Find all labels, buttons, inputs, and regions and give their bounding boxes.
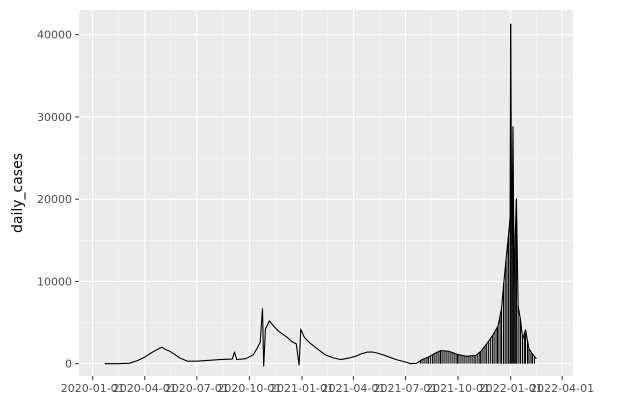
x-tick-label: 2020-01-01: [61, 382, 125, 395]
x-tick-label: 2021-10-01: [426, 382, 490, 395]
y-tick-label: 30000: [37, 111, 72, 124]
y-axis-title: daily_cases: [10, 153, 26, 233]
x-tick-label: 2020-07-01: [165, 382, 229, 395]
y-tick-label: 40000: [37, 29, 72, 42]
major-gridlines: [79, 10, 573, 376]
y-tick-label: 20000: [37, 193, 72, 206]
y-axis-ticks: 0 10000 20000 30000 40000: [37, 29, 79, 371]
x-tick-label: 2020-04-01: [113, 382, 177, 395]
x-tick-label: 2021-07-01: [374, 382, 438, 395]
x-tick-label: 2022-01-01: [479, 382, 543, 395]
x-tick-label: 2021-04-01: [321, 382, 385, 395]
minor-gridlines: [79, 10, 573, 376]
y-tick-label: 0: [65, 358, 72, 371]
plot-panel: [79, 10, 573, 376]
x-tick-label: 2022-04-01: [530, 382, 594, 395]
daily-cases-line: [104, 23, 537, 367]
x-tick-label: 2020-10-01: [217, 382, 281, 395]
y-tick-label: 10000: [37, 275, 72, 288]
x-axis-ticks: 2020-01-012020-04-012020-07-012020-10-01…: [61, 376, 594, 395]
x-tick-label: 2021-01-01: [270, 382, 334, 395]
